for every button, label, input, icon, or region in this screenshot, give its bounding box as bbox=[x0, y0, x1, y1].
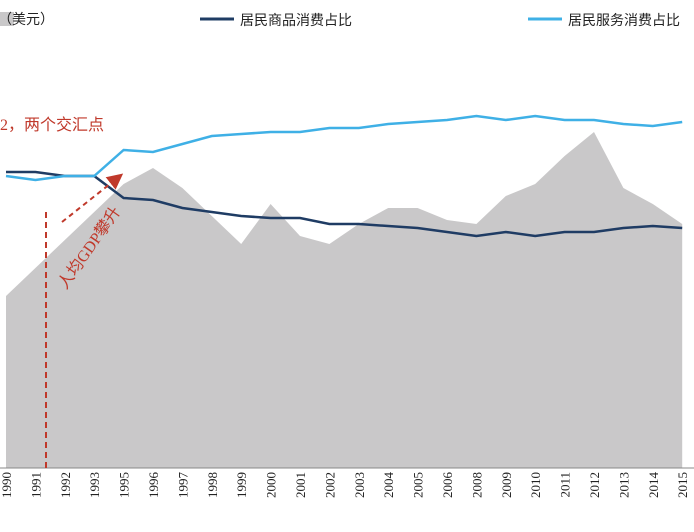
x-tick-label: 1998 bbox=[205, 472, 220, 498]
x-tick-label: 2004 bbox=[381, 472, 396, 499]
x-tick-label: 1993 bbox=[87, 472, 102, 498]
line bbox=[6, 170, 683, 238]
x-tick-label: 1991 bbox=[28, 472, 43, 498]
x-tick-label: 2002 bbox=[322, 472, 337, 498]
x-tick-label: 2001 bbox=[293, 472, 308, 498]
x-tick-label: 2015 bbox=[675, 472, 690, 498]
legend-label: （美元） bbox=[0, 12, 54, 28]
legend-label: 居民服务消费占比 bbox=[568, 13, 680, 29]
x-tick-label: 2012 bbox=[587, 472, 602, 498]
x-tick-label: 2008 bbox=[469, 472, 484, 498]
plot: 1990 1991 1992 1993 1995 1996 1997 1998 1999 2000… bbox=[0, 114, 694, 499]
x-tick-label: 1999 bbox=[234, 472, 249, 498]
legend-swatch bbox=[0, 12, 14, 26]
x-tick-label: 2014 bbox=[646, 472, 661, 499]
x-tick-label: 2013 bbox=[616, 472, 631, 498]
x-tick-label: 1990 bbox=[0, 472, 14, 498]
x-tick-label: 2005 bbox=[411, 472, 426, 498]
x-tick-label: 2003 bbox=[352, 472, 367, 498]
x-tick-label: 1992 bbox=[58, 472, 73, 498]
x-tick-label: 2009 bbox=[499, 472, 514, 498]
x-tick-label: 2011 bbox=[558, 472, 573, 498]
x-tick-label: 1995 bbox=[117, 472, 132, 498]
annotation: 2，两个交汇点 bbox=[0, 116, 104, 134]
x-tick-label: 2000 bbox=[264, 472, 279, 498]
x-tick-label: 2010 bbox=[528, 472, 543, 498]
legend-label: 居民商品消费占比 bbox=[240, 13, 352, 29]
arrow bbox=[61, 173, 124, 223]
x-tick-label: 1996 bbox=[146, 472, 161, 499]
line bbox=[5, 114, 683, 182]
x-tick-label: 2006 bbox=[440, 472, 455, 499]
area bbox=[6, 132, 683, 468]
x-tick-label: 1997 bbox=[175, 472, 190, 499]
